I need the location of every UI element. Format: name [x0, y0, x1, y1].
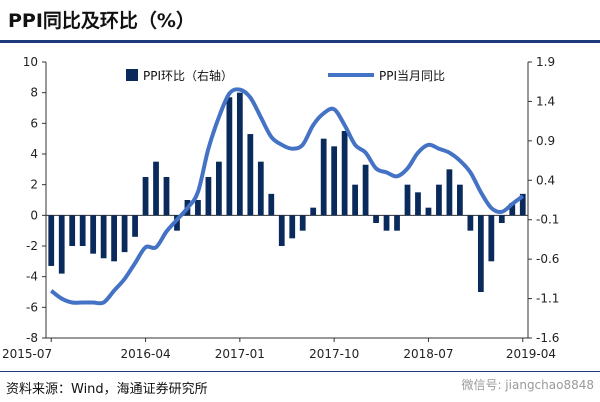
x-tick-label: 2016-04	[120, 347, 170, 361]
right-tick-label: 0.9	[536, 134, 555, 148]
right-tick-label: 1.4	[536, 94, 555, 108]
bar	[310, 207, 317, 216]
bar	[205, 177, 212, 216]
title-divider	[0, 40, 600, 43]
bar	[289, 215, 296, 239]
left-tick-label: 8	[30, 86, 38, 100]
bar	[457, 184, 463, 216]
bar	[394, 215, 400, 231]
bar	[121, 215, 128, 253]
legend-swatch-bar	[126, 69, 138, 81]
left-tick-label: -8	[26, 331, 38, 345]
source-divider	[0, 371, 600, 372]
source-note: 资料来源：Wind，海通证券研究所	[6, 382, 208, 397]
watermark: 微信号: jiangchao8848	[461, 378, 594, 392]
bar	[132, 215, 138, 237]
left-tick-label: 4	[30, 147, 38, 161]
line-series	[49, 87, 524, 306]
bar	[142, 177, 149, 216]
bar	[195, 200, 201, 216]
bar-series	[48, 92, 526, 292]
legend-label-bar: PPI环比（右轴）	[143, 68, 233, 83]
right-tick-label: -0.1	[536, 213, 559, 227]
x-axis: 2015-07 2016-04 2017-01 2017-10 2018-07 2019-…	[2, 338, 556, 361]
bar	[519, 193, 526, 216]
yoy-line	[49, 87, 524, 306]
bar	[509, 203, 516, 216]
chart-title: PPI同比及环比（%）	[8, 10, 195, 32]
right-tick-label: -0.6	[536, 252, 559, 266]
bar	[100, 215, 107, 259]
left-tick-label: 2	[30, 178, 38, 192]
bar	[446, 169, 453, 216]
bar	[467, 215, 474, 231]
bar	[174, 215, 180, 231]
bar	[415, 192, 421, 216]
bar	[331, 146, 338, 216]
x-tick-label: 2018-07	[403, 347, 453, 361]
bar	[69, 215, 76, 246]
bar	[488, 215, 495, 262]
right-axis: -1.6 -1.1 -0.6 -0.1 0.4 0.9 1.4 1.9	[528, 55, 559, 345]
plot-frame	[45, 62, 529, 339]
right-tick-label: 1.9	[536, 55, 555, 69]
bar	[320, 138, 327, 216]
bar	[373, 215, 379, 223]
left-tick-label: 6	[30, 116, 38, 130]
bar	[278, 215, 285, 246]
bar	[404, 184, 411, 216]
ppi-chart: -8 -6 -4 -2 0 2 4 6 8 10 -1.6 -1.1 -0.6 -0.1 0.4 0.9 1.…	[2, 55, 559, 361]
x-tick-label: 2017-01	[215, 347, 265, 361]
bar	[425, 207, 432, 216]
bar	[477, 215, 484, 292]
left-tick-label: 10	[23, 55, 38, 69]
bar	[163, 177, 170, 216]
bar	[341, 131, 348, 216]
right-tick-label: -1.6	[536, 331, 559, 345]
right-tick-label: -1.1	[536, 292, 559, 306]
bar	[257, 161, 264, 216]
bar	[268, 193, 275, 216]
bar	[498, 215, 505, 223]
x-tick-label: 2019-04	[506, 347, 556, 361]
x-tick-label: 2017-10	[309, 347, 359, 361]
bar	[226, 97, 233, 216]
right-tick-label: 0.4	[536, 173, 555, 187]
bar	[58, 215, 65, 274]
left-tick-label: 0	[30, 208, 38, 222]
bar	[90, 215, 97, 254]
left-tick-label: -4	[26, 270, 38, 284]
bar	[247, 134, 254, 216]
legend: PPI环比（右轴） PPI当月同比	[126, 68, 445, 83]
x-tick-label: 2015-07	[2, 347, 52, 361]
legend-label-line: PPI当月同比	[379, 69, 445, 83]
left-tick-label: -6	[26, 300, 38, 314]
bar	[362, 164, 369, 216]
bar	[383, 215, 390, 231]
bar	[352, 184, 358, 216]
bar	[436, 184, 442, 216]
bar	[48, 215, 55, 266]
left-tick-label: -2	[26, 239, 38, 253]
left-axis: -8 -6 -4 -2 0 2 4 6 8 10	[23, 55, 46, 345]
bar	[299, 215, 306, 231]
bar	[79, 215, 86, 246]
bar	[236, 92, 243, 216]
bar	[153, 161, 159, 216]
bar	[216, 161, 222, 216]
bar	[111, 215, 117, 262]
